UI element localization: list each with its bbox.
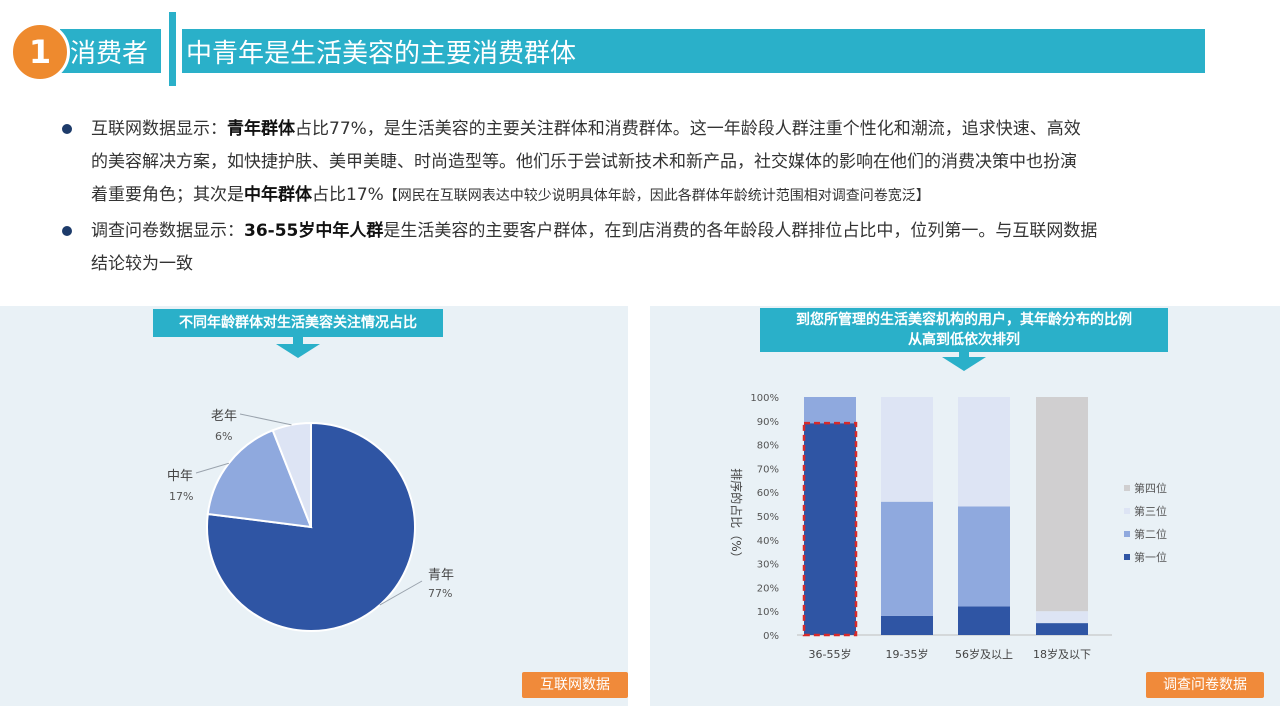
paragraph-line: 调查问卷数据显示：36-55岁中年人群是生活美容的主要客户群体，在到店消费的各年… (91, 215, 1206, 248)
bar-segment-第一位 (1036, 623, 1088, 635)
text-body: 占比17% (312, 185, 384, 205)
pie-slice-2 (206, 429, 313, 529)
bar-segment-第一位 (881, 615, 933, 635)
bar-segment-第三位 (958, 397, 1010, 507)
highlight-age-group: 36-55岁中年人群 (244, 221, 384, 241)
text-note: 【网民在互联网表达中较少说明具体年龄，因此各群体年龄统计范围相对调查问卷宽泛】 (383, 188, 930, 204)
paragraph-line: 互联网数据显示：青年群体占比77%，是生活美容的主要关注群体和消费群体。这一年龄… (91, 113, 1206, 146)
x-tick-label: 36-55岁 (809, 647, 852, 661)
header-divider (169, 12, 176, 86)
banner-arrow (276, 344, 320, 358)
highlight-middle: 中年群体 (244, 185, 312, 205)
bar-segment-第二位 (958, 506, 1010, 607)
banner-arrow-stem (959, 352, 969, 358)
header-gap (161, 12, 169, 86)
y-tick-label: 50% (757, 512, 779, 523)
y-tick-label: 80% (757, 441, 779, 452)
bar-segment-第二位 (804, 397, 856, 424)
age-rank-bar-chart: 0% 10% 20% 30% 40% 50% 60% 70% 80% 90% 100% 排序的占比（%… (729, 393, 1167, 661)
x-tick-label: 19-35岁 (886, 647, 929, 661)
banner-line: 从高到低依次排列 (908, 332, 1020, 348)
pie-slice-3 (271, 421, 312, 528)
bar-segment-第三位 (1036, 611, 1088, 624)
pie-leader-line (379, 580, 423, 606)
text-prefix: 调查问卷数据显示： (91, 221, 244, 241)
paragraph-line: 着重要角色；其次是中年群体占比17%【网民在互联网表达中较少说明具体年龄，因此各… (91, 179, 1206, 213)
text-body: 着重要角色；其次是 (91, 185, 244, 205)
section-number-badge: 1 (10, 22, 70, 82)
age-pie-chart: 青年 77% 中年 17% 老年 6% (167, 409, 454, 632)
header-bar (60, 29, 1205, 73)
section-number: 1 (28, 33, 52, 71)
y-tick-label: 20% (757, 583, 779, 594)
banner-arrow-stem (293, 337, 303, 345)
legend-swatch (1124, 485, 1130, 491)
bar-segment-第二位 (881, 501, 933, 616)
x-tick-label: 56岁及以上 (955, 647, 1013, 661)
text-prefix: 互联网数据显示： (91, 119, 227, 139)
text-body: 是生活美容的主要客户群体，在到店消费的各年龄段人群排位占比中，位列第一。与互联网… (383, 221, 1098, 241)
paragraph-internet: 互联网数据显示：青年群体占比77%，是生活美容的主要关注群体和消费群体。这一年龄… (91, 113, 1206, 213)
pie-category-label: 老年 (211, 409, 237, 424)
internet-data-panel: 不同年龄群体对生活美容关注情况占比 青年 77% 中年 17% 老年 6% 互联网数据 (0, 306, 628, 706)
banner-arrow (942, 357, 986, 371)
y-tick-label: 10% (757, 607, 779, 618)
y-tick-label: 90% (757, 417, 779, 428)
bullet-dot (62, 124, 72, 134)
legend-swatch (1124, 531, 1130, 537)
legend-label: 第二位 (1134, 527, 1167, 541)
paragraph-line: 结论较为一致 (91, 254, 193, 274)
bar-segment-第三位 (881, 397, 933, 502)
pie-value-label: 77% (428, 587, 452, 600)
pie-leader-line (239, 413, 292, 426)
y-tick-label: 30% (757, 560, 779, 571)
legend-label: 第一位 (1134, 550, 1167, 564)
legend-swatch (1124, 554, 1130, 560)
bar-segment-第一位 (804, 423, 856, 635)
pie-category-label: 中年 (167, 469, 193, 484)
bar-chart-banner: 到您所管理的生活美容机构的用户，其年龄分布的比例 从高到低依次排列 (760, 308, 1168, 352)
y-tick-label: 100% (750, 393, 779, 404)
highlight-youth: 青年群体 (227, 119, 295, 139)
y-tick-label: 0% (763, 631, 779, 642)
legend-label: 第四位 (1134, 481, 1167, 495)
bullet-dot (62, 226, 72, 236)
bar-segment-第一位 (958, 606, 1010, 635)
paragraph-survey: 调查问卷数据显示：36-55岁中年人群是生活美容的主要客户群体，在到店消费的各年… (91, 215, 1206, 281)
text-body: 占比77%，是生活美容的主要关注群体和消费群体。这一年龄段人群注重个性化和潮流，… (295, 119, 1081, 139)
y-tick-label: 60% (757, 488, 779, 499)
x-tick-label: 18岁及以下 (1033, 647, 1091, 661)
header-gap (176, 12, 182, 86)
pie-value-label: 6% (215, 430, 232, 443)
internet-data-tag: 互联网数据 (522, 672, 628, 698)
legend-label: 第三位 (1134, 504, 1167, 518)
survey-data-panel: 到您所管理的生活美容机构的用户，其年龄分布的比例 从高到低依次排列 0% 10% 2… (650, 306, 1280, 706)
highlight-box (802, 421, 858, 637)
pie-category-label: 青年 (428, 568, 454, 583)
pie-chart-banner: 不同年龄群体对生活美容关注情况占比 (153, 309, 443, 337)
banner-line: 到您所管理的生活美容机构的用户，其年龄分布的比例 (796, 312, 1132, 328)
pie-value-label: 17% (169, 490, 193, 503)
survey-data-tag: 调查问卷数据 (1146, 672, 1264, 698)
bar-segment-第四位 (1036, 397, 1088, 612)
y-tick-label: 40% (757, 536, 779, 547)
paragraph-line: 的美容解决方案，如快捷护肤、美甲美睫、时尚造型等。他们乐于尝试新技术和新产品，社… (91, 152, 1077, 172)
page-title: 中青年是生活美容的主要消费群体 (186, 39, 577, 69)
y-tick-label: 70% (757, 464, 779, 475)
section-label: 消费者 (70, 39, 149, 69)
legend-swatch (1124, 508, 1130, 514)
pie-leader-line (195, 462, 229, 474)
y-axis-label: 排序的占比（%） (729, 468, 744, 563)
